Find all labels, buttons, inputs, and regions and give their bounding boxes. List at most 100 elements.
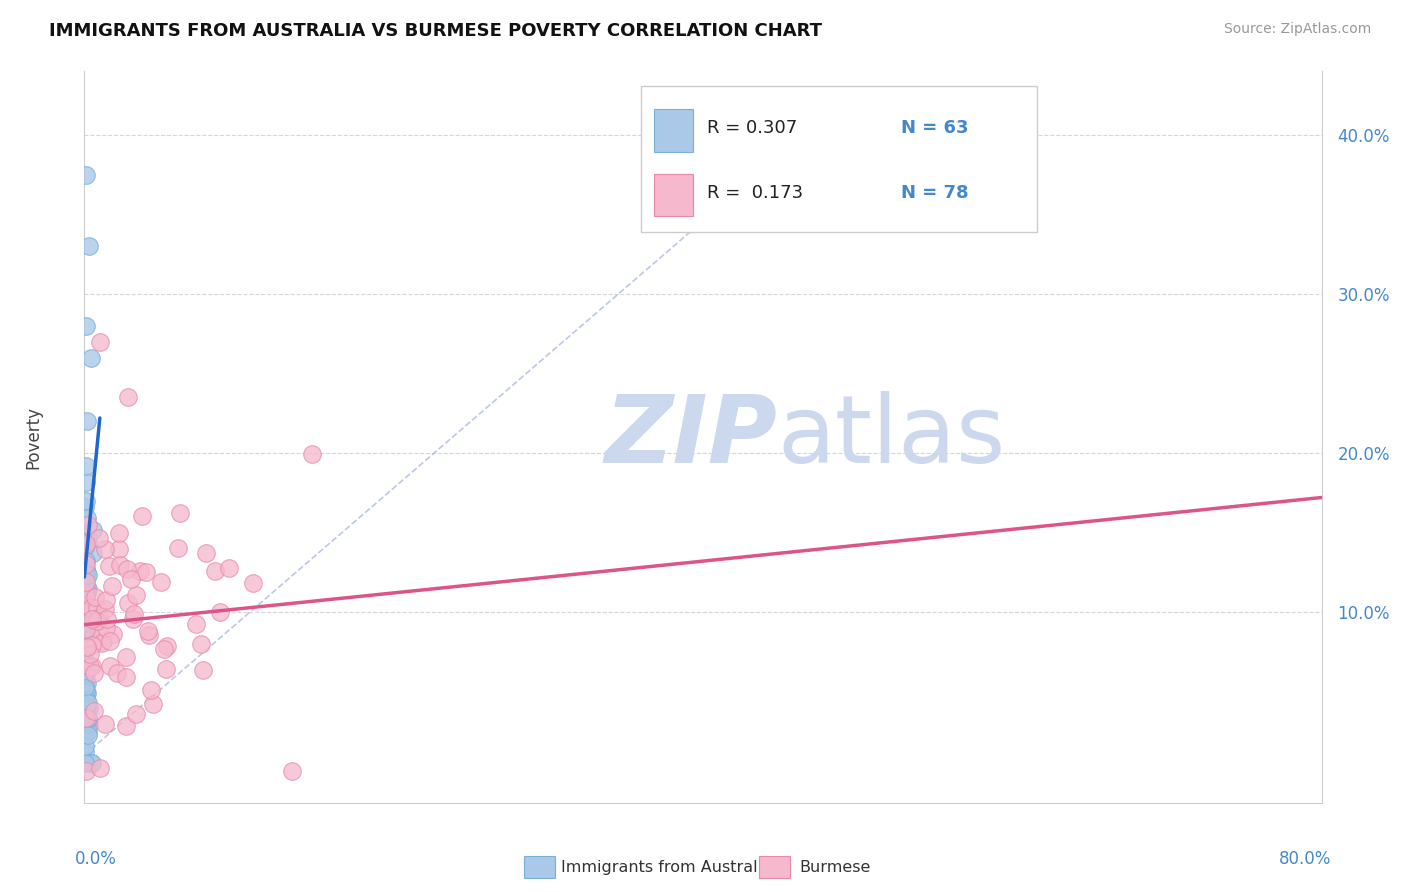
Point bbox=[75, 622, 97, 636]
Point bbox=[76, 696, 98, 710]
Point bbox=[73, 578, 96, 592]
Point bbox=[82, 638, 104, 652]
Point bbox=[242, 575, 264, 590]
Point bbox=[75, 588, 97, 602]
Point bbox=[75, 540, 97, 554]
Point bbox=[76, 686, 98, 700]
Point bbox=[75, 562, 97, 576]
Point bbox=[75, 745, 97, 759]
Point bbox=[77, 582, 100, 596]
Point bbox=[82, 546, 104, 560]
Point bbox=[138, 628, 160, 642]
Point bbox=[117, 390, 139, 404]
Point bbox=[91, 636, 114, 650]
Point bbox=[76, 728, 98, 742]
Point bbox=[186, 617, 208, 632]
Point bbox=[89, 334, 111, 349]
Point bbox=[120, 572, 142, 586]
Point bbox=[79, 716, 101, 731]
Point bbox=[76, 566, 98, 580]
Point bbox=[98, 633, 121, 648]
Point bbox=[73, 615, 96, 629]
Point bbox=[75, 685, 97, 699]
Point bbox=[208, 605, 231, 619]
Point bbox=[76, 598, 98, 612]
Point bbox=[75, 655, 97, 669]
Point bbox=[75, 557, 97, 571]
Point bbox=[80, 756, 103, 770]
Point bbox=[79, 351, 101, 365]
Point bbox=[77, 239, 100, 253]
Point bbox=[128, 564, 150, 578]
Point bbox=[76, 724, 98, 739]
Point bbox=[122, 607, 145, 621]
Point bbox=[89, 760, 111, 774]
Text: Immigrants from Australia: Immigrants from Australia bbox=[561, 860, 772, 875]
Text: N = 63: N = 63 bbox=[901, 120, 969, 137]
Point bbox=[77, 533, 100, 548]
Point bbox=[73, 739, 96, 753]
Point bbox=[76, 585, 98, 599]
Point bbox=[75, 617, 97, 632]
Point bbox=[87, 623, 110, 637]
Point bbox=[76, 676, 98, 690]
Point bbox=[75, 666, 97, 681]
Point bbox=[117, 562, 139, 576]
Point bbox=[105, 666, 128, 681]
Point bbox=[101, 579, 124, 593]
Point bbox=[96, 612, 118, 626]
Point bbox=[73, 572, 96, 586]
Point bbox=[77, 700, 100, 714]
Point bbox=[76, 567, 98, 582]
Point bbox=[75, 553, 97, 567]
Point bbox=[93, 542, 115, 557]
Point bbox=[122, 611, 145, 625]
Point bbox=[94, 717, 117, 731]
Point bbox=[136, 624, 159, 638]
Point bbox=[75, 665, 97, 679]
Point bbox=[73, 657, 96, 672]
Point bbox=[101, 626, 124, 640]
Point bbox=[75, 624, 97, 639]
Point bbox=[80, 623, 103, 637]
Point bbox=[190, 637, 212, 651]
Point bbox=[98, 558, 121, 573]
Point bbox=[152, 641, 174, 656]
Point bbox=[76, 610, 98, 624]
Point bbox=[73, 500, 96, 515]
Point bbox=[75, 604, 97, 618]
Point bbox=[108, 558, 131, 572]
Point bbox=[73, 680, 96, 694]
Point bbox=[91, 633, 114, 648]
Bar bbox=[759, 856, 790, 878]
Point bbox=[75, 756, 97, 770]
Point bbox=[75, 591, 97, 605]
Point bbox=[73, 657, 96, 671]
Point bbox=[80, 612, 103, 626]
Point bbox=[204, 564, 226, 578]
Point bbox=[76, 414, 98, 428]
Point bbox=[83, 665, 105, 680]
Text: 0.0%: 0.0% bbox=[75, 850, 117, 868]
Point bbox=[149, 574, 172, 589]
Point bbox=[166, 541, 188, 556]
Text: atlas: atlas bbox=[778, 391, 1005, 483]
Point bbox=[83, 704, 105, 718]
Point bbox=[75, 701, 97, 715]
Point bbox=[76, 710, 98, 724]
Point bbox=[80, 600, 103, 615]
Point bbox=[115, 670, 138, 684]
Point bbox=[80, 615, 103, 629]
Point bbox=[75, 568, 97, 582]
Point bbox=[96, 621, 118, 635]
Point bbox=[75, 582, 97, 597]
Point bbox=[301, 447, 323, 461]
Point bbox=[94, 593, 117, 607]
Point bbox=[75, 579, 97, 593]
Bar bbox=[523, 856, 554, 878]
Point bbox=[131, 509, 153, 524]
Point bbox=[75, 728, 97, 742]
Point bbox=[75, 458, 97, 473]
Point bbox=[194, 546, 217, 560]
Point bbox=[75, 537, 97, 551]
